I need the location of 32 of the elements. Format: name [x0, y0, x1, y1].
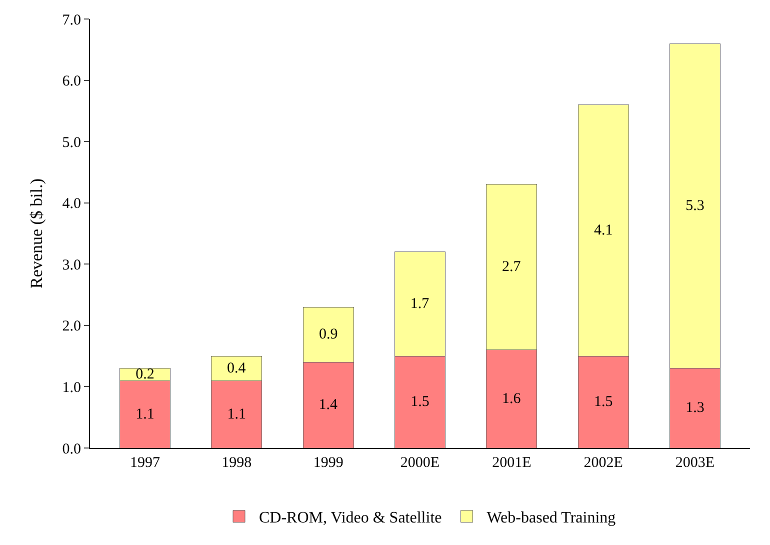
y-axis-title: Revenue ($ bil.) — [26, 178, 46, 288]
x-tick-label: 2001E — [492, 455, 532, 471]
y-tick-label: 0.0 — [62, 441, 81, 458]
data-label: 0.4 — [227, 360, 246, 376]
data-label: 1.6 — [502, 390, 522, 407]
data-label: 1.7 — [410, 296, 430, 312]
y-tick-label: 6.0 — [62, 74, 81, 90]
x-tick-label: 1998 — [222, 455, 252, 471]
x-tick-label: 2002E — [584, 455, 623, 471]
x-tick-label: 2000E — [400, 455, 440, 471]
data-label: 1.1 — [136, 406, 154, 422]
data-label: 1.4 — [318, 397, 338, 414]
data-label: 1.3 — [686, 400, 704, 416]
data-label: 1.1 — [227, 406, 246, 422]
x-tick-label: 2003E — [675, 455, 715, 471]
legend-label: Web-based Training — [486, 510, 616, 527]
data-label: 0.2 — [136, 366, 154, 382]
x-tick-label: 1999 — [313, 455, 344, 471]
data-label: 4.1 — [594, 222, 613, 238]
legend-label: CD-ROM, Video & Satellite — [259, 510, 442, 527]
data-label: 0.9 — [318, 326, 338, 343]
y-tick-label: 1.0 — [62, 380, 81, 396]
y-tick-label: 5.0 — [62, 134, 81, 151]
data-label: 1.5 — [594, 394, 613, 410]
data-label: 1.5 — [410, 394, 430, 410]
y-tick-label: 4.0 — [62, 196, 81, 212]
y-tick-label: 7.0 — [62, 12, 81, 28]
x-tick-label: 1997 — [130, 455, 160, 471]
data-label: 2.7 — [502, 259, 522, 276]
y-tick-label: 2.0 — [62, 318, 81, 335]
data-label: 5.3 — [686, 198, 704, 214]
y-tick-label: 3.0 — [62, 257, 81, 274]
